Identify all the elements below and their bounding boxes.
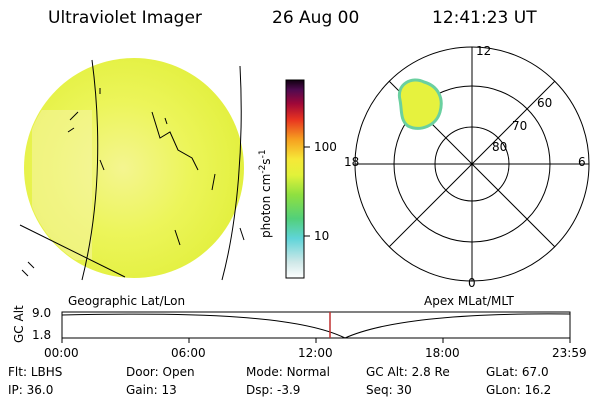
polar-aurora-patch	[397, 78, 443, 130]
colorbar-tick-10: 10	[314, 229, 330, 243]
altitude-ylabel: GC Alt	[12, 305, 26, 343]
altitude-strip-plot	[61, 311, 571, 343]
info-dsp: Dsp: -3.9	[246, 383, 301, 397]
time-tick-2359: 23:59	[552, 346, 587, 360]
info-door: Door: Open	[126, 365, 195, 379]
header-date: 26 Aug 00	[272, 8, 360, 28]
apex-panel-label: Apex MLat/MLT	[424, 294, 514, 308]
time-tick-0000: 00:00	[44, 346, 79, 360]
geographic-panel-label: Geographic Lat/Lon	[68, 294, 186, 308]
time-tick-0600: 06:00	[171, 346, 206, 360]
mlat-label-80: 80	[492, 140, 508, 154]
app-title: Ultraviolet Imager	[48, 8, 202, 28]
info-flt: Flt: LBHS	[8, 365, 63, 379]
mlat-label-60: 60	[537, 96, 553, 110]
colorbar-tick-100: 100	[314, 140, 337, 154]
geo-grid-lines	[19, 59, 245, 281]
mlt-label-6: 6	[578, 155, 586, 169]
altitude-ymin: 1.8	[32, 328, 52, 342]
left-edge-ticks	[21, 261, 35, 277]
header-time: 12:41:23 UT	[432, 8, 537, 28]
info-ip: IP: 36.0	[8, 383, 54, 397]
info-gc-alt: GC Alt: 2.8 Re	[366, 365, 450, 379]
info-seq: Seq: 30	[366, 383, 412, 397]
colorbar-unit-label: photon cm-2s-1	[258, 149, 273, 238]
mlt-label-0: 0	[468, 276, 476, 290]
polar-mlat-mlt-plot	[354, 46, 590, 282]
mlt-label-12: 12	[476, 44, 492, 58]
altitude-ymax: 9.0	[32, 306, 52, 320]
info-mode: Mode: Normal	[246, 365, 330, 379]
mlat-label-70: 70	[512, 119, 528, 133]
info-gain: Gain: 13	[126, 383, 177, 397]
time-tick-1200: 12:00	[298, 346, 333, 360]
time-tick-1800: 18:00	[425, 346, 460, 360]
mlt-label-18: 18	[344, 155, 360, 169]
color-scale-bar	[285, 79, 310, 279]
info-glat: GLat: 67.0	[486, 365, 549, 379]
info-glon: GLon: 16.2	[486, 383, 552, 397]
